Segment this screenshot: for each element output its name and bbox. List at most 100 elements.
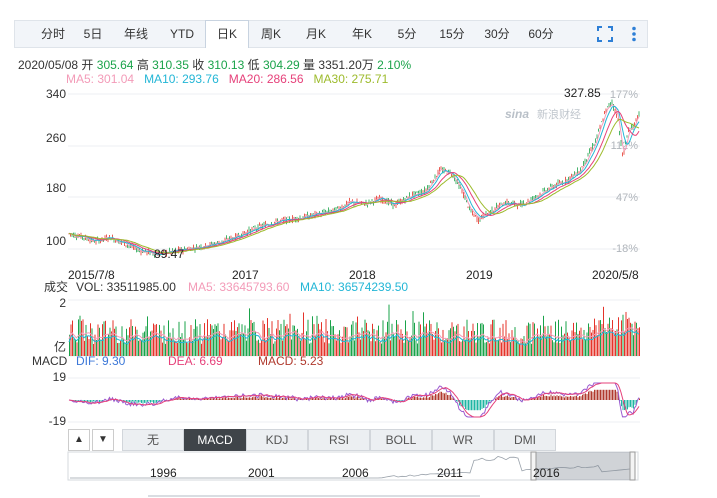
tab-5day[interactable]: 5日 [83, 27, 103, 41]
down-arrow-button[interactable]: ▼ [92, 429, 114, 451]
volume-bar [211, 325, 213, 356]
tab-weekly-k[interactable]: 周K [260, 27, 281, 41]
volume-bar [282, 340, 283, 356]
volume-bar [289, 313, 291, 356]
tab-15min[interactable]: 15分 [439, 27, 465, 41]
volume-bar [361, 327, 363, 356]
more-options-icon[interactable] [631, 26, 637, 42]
volume-bar [414, 322, 415, 356]
macd-bar [630, 400, 631, 407]
tab-30min[interactable]: 30分 [484, 27, 510, 41]
macd-bar [130, 400, 132, 404]
volume-bar [178, 321, 180, 356]
macd-bar [189, 398, 190, 400]
macd-bar [330, 398, 331, 400]
tab-daily-k[interactable]: 日K [205, 20, 249, 48]
up-arrow-button[interactable]: ▲ [68, 429, 90, 451]
indicator-boll-button[interactable]: BOLL [370, 429, 432, 451]
volume-bar [466, 319, 468, 356]
volume-bar [609, 317, 610, 356]
volume-bar [283, 319, 285, 356]
fullscreen-icon[interactable] [597, 26, 613, 42]
volume-bar [114, 328, 115, 356]
indicator-rsi-button[interactable]: RSI [308, 429, 370, 451]
macd-bar [90, 400, 91, 403]
macd-bar [369, 399, 370, 400]
macd-bar [603, 389, 604, 400]
volume-bar [436, 322, 438, 356]
volume-bar [541, 335, 543, 356]
volume-bar [192, 340, 193, 356]
macd-bar [411, 398, 412, 400]
volume-bar [535, 337, 537, 356]
macd-bar [208, 399, 210, 400]
macd-bar [339, 397, 340, 400]
volume-bar [292, 325, 294, 356]
macd-bar [76, 400, 78, 402]
tab-60min[interactable]: 60分 [528, 27, 554, 41]
tab-yearly-k[interactable]: 年K [351, 27, 372, 41]
macd-bar [490, 400, 492, 402]
tab-ytd[interactable]: YTD [170, 27, 194, 41]
volume-bar [636, 322, 637, 356]
volume-bar [180, 337, 181, 356]
volume-bar [454, 331, 456, 356]
volume-bar [514, 327, 516, 356]
tab-monthly-k[interactable]: 月K [305, 27, 326, 41]
open-label: 开 [81, 58, 94, 72]
volume-bar [331, 326, 333, 356]
volume-bar [363, 331, 364, 356]
quote-date: 2020/05/08 [18, 58, 79, 72]
indicator-macd-button[interactable]: MACD [184, 429, 246, 451]
volume-bar [511, 330, 513, 356]
volume-bar [262, 320, 264, 356]
volume-bar [426, 323, 427, 356]
volume-bar [360, 339, 361, 356]
indicator-wr-button[interactable]: WR [432, 429, 494, 451]
volume-bar [220, 339, 222, 356]
volume-bar [570, 340, 571, 356]
macd-bar [432, 395, 433, 400]
volume-bar [639, 327, 640, 356]
volume-y-unit: 亿 [54, 339, 66, 354]
high-value: 310.35 [152, 58, 189, 72]
macd-bar [514, 397, 516, 400]
macd-bar [510, 397, 511, 400]
macd-bar [172, 399, 174, 400]
navigator-line [70, 456, 635, 479]
macd-bar [577, 397, 579, 400]
volume-bar [513, 336, 514, 356]
volume-bar [624, 332, 625, 356]
macd-bar [426, 396, 427, 400]
macd-y-top: 19 [53, 370, 67, 384]
macd-bar [276, 396, 277, 400]
tab-intraday[interactable]: 分时 [40, 27, 65, 41]
volume-bar [459, 341, 460, 356]
volume-bar [369, 331, 370, 356]
volume-bar [294, 325, 295, 356]
macd-bar [396, 400, 397, 402]
volume-bar [127, 335, 129, 356]
volume-bar [381, 343, 382, 356]
ma-line [68, 104, 640, 256]
macd-bar [639, 398, 640, 400]
macd-bar [225, 397, 226, 400]
indicator-dmi-button[interactable]: DMI [494, 429, 556, 451]
macd-bar [465, 400, 466, 410]
volume-bar [604, 327, 606, 356]
indicator-kdj-button[interactable]: KDJ [246, 429, 308, 451]
macd-bar [349, 396, 351, 400]
volume-bar [366, 322, 367, 356]
tab-5min[interactable]: 5分 [397, 27, 417, 41]
indicator-none-button[interactable]: 无 [122, 429, 184, 451]
volume-bar [270, 334, 271, 356]
macd-bar [253, 396, 255, 400]
macd-bar [552, 396, 553, 400]
macd-bar [244, 397, 246, 400]
period-tabs: 分时 5日 年线 YTD 日K 周K 月K 年K 5分 15分 30分 60分 [14, 20, 648, 48]
volume-bar [306, 331, 307, 356]
tab-yearline[interactable]: 年线 [123, 27, 148, 41]
macd-bar [315, 398, 316, 400]
macd-bar [444, 393, 445, 400]
volume-bars [69, 304, 640, 356]
